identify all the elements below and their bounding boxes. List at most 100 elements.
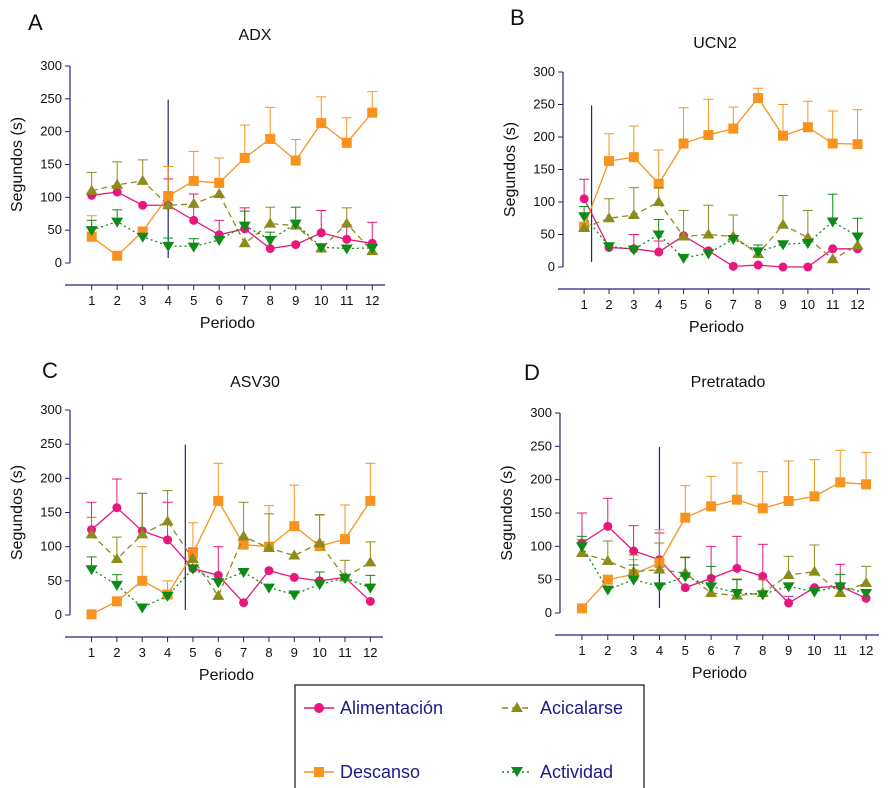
x-tick-label-d: 5 bbox=[682, 643, 689, 658]
point-actividad-a bbox=[238, 221, 251, 232]
chart-title-b: UCN2 bbox=[693, 35, 737, 52]
point-acicalarse-a bbox=[213, 188, 226, 199]
point-alimentacion-c bbox=[112, 503, 122, 513]
x-tick-label-d: 1 bbox=[578, 643, 585, 658]
y-tick-label-b: 250 bbox=[533, 97, 555, 112]
x-tick-label-d: 4 bbox=[656, 643, 663, 658]
legend-marker-alimentacion bbox=[314, 703, 324, 713]
series-line-descanso-c bbox=[91, 499, 371, 615]
y-tick-label-d: 150 bbox=[530, 505, 552, 520]
point-descanso-d bbox=[706, 501, 717, 512]
point-actividad-a bbox=[213, 236, 226, 247]
y-tick-label-c: 0 bbox=[55, 607, 62, 622]
point-descanso-a bbox=[265, 133, 276, 144]
point-acicalarse-c bbox=[212, 589, 225, 600]
point-alimentacion-b bbox=[728, 261, 738, 271]
point-acicalarse-c bbox=[237, 530, 250, 541]
y-tick-label-a: 200 bbox=[40, 124, 62, 139]
point-alimentacion-d bbox=[629, 546, 639, 556]
series-line-actividad-b bbox=[583, 215, 858, 259]
panel-letter-b: B bbox=[510, 5, 525, 30]
legend-label-actividad: Actividad bbox=[540, 762, 613, 782]
point-descanso-c bbox=[365, 495, 376, 506]
series-line-actividad-d bbox=[581, 546, 867, 595]
point-actividad-a bbox=[366, 243, 379, 254]
point-actividad-d bbox=[679, 572, 692, 583]
x-tick-label-c: 1 bbox=[88, 645, 95, 660]
y-tick-label-a: 0 bbox=[55, 255, 62, 270]
legend-marker-acicalarse bbox=[511, 702, 523, 712]
point-descanso-a bbox=[214, 177, 225, 188]
series-line-acicalarse-c bbox=[91, 520, 371, 598]
y-tick-label-d: 0 bbox=[545, 605, 552, 620]
point-descanso-b bbox=[653, 178, 664, 189]
point-alimentacion-c bbox=[264, 566, 274, 576]
point-acicalarse-b bbox=[578, 222, 591, 232]
y-tick-label-b: 300 bbox=[533, 64, 555, 79]
x-tick-label-c: 12 bbox=[363, 645, 377, 660]
point-actividad-a bbox=[340, 244, 353, 255]
point-alimentacion-b bbox=[654, 247, 664, 257]
point-acicalarse-d bbox=[782, 569, 795, 579]
x-tick-label-c: 6 bbox=[215, 645, 222, 660]
point-actividad-b bbox=[702, 249, 715, 260]
x-tick-label-c: 7 bbox=[240, 645, 247, 660]
point-actividad-d bbox=[730, 589, 743, 599]
x-tick-label-c: 9 bbox=[291, 645, 298, 660]
y-tick-label-b: 200 bbox=[533, 129, 555, 144]
point-acicalarse-c bbox=[110, 552, 123, 563]
legend-label-acicalarse: Acicalarse bbox=[540, 698, 623, 718]
y-tick-label-a: 100 bbox=[40, 189, 62, 204]
panel-letter-c: C bbox=[42, 358, 58, 383]
x-tick-label-a: 7 bbox=[241, 293, 248, 308]
y-axis-label-b: Segundos (s) bbox=[502, 122, 519, 217]
point-actividad-d bbox=[601, 585, 614, 596]
point-descanso-c bbox=[137, 575, 148, 586]
legend-box bbox=[294, 684, 645, 788]
x-tick-label-a: 1 bbox=[88, 293, 95, 308]
point-acicalarse-b bbox=[677, 230, 690, 241]
point-alimentacion-d bbox=[680, 583, 690, 593]
point-actividad-c bbox=[364, 583, 377, 594]
x-tick-label-a: 10 bbox=[314, 293, 328, 308]
point-alimentacion-b bbox=[803, 262, 813, 272]
point-descanso-d bbox=[576, 603, 587, 614]
x-axis-label-a: Periodo bbox=[200, 315, 255, 332]
point-actividad-a bbox=[315, 243, 328, 254]
x-tick-label-d: 11 bbox=[834, 643, 848, 658]
y-tick-label-c: 50 bbox=[48, 573, 62, 588]
x-tick-label-b: 2 bbox=[605, 297, 612, 312]
legend-item-acicalarse: Acicalarse bbox=[502, 698, 623, 718]
point-alimentacion-a bbox=[189, 215, 199, 225]
point-actividad-c bbox=[161, 591, 174, 602]
x-tick-label-c: 11 bbox=[338, 645, 352, 660]
point-actividad-c bbox=[237, 567, 250, 578]
x-axis-label-b: Periodo bbox=[689, 319, 744, 336]
point-alimentacion-d bbox=[784, 598, 794, 608]
y-tick-label-b: 50 bbox=[541, 227, 555, 242]
point-acicalarse-a bbox=[238, 237, 251, 248]
point-actividad-c bbox=[136, 603, 149, 614]
point-descanso-a bbox=[290, 155, 301, 166]
point-descanso-b bbox=[753, 93, 764, 103]
point-acicalarse-a bbox=[85, 184, 98, 195]
point-actividad-b bbox=[677, 253, 690, 264]
x-tick-label-c: 3 bbox=[139, 645, 146, 660]
point-actividad-d bbox=[860, 589, 873, 599]
point-descanso-c bbox=[111, 596, 122, 607]
point-alimentacion-c bbox=[213, 570, 223, 580]
point-actividad-b bbox=[652, 230, 665, 241]
point-acicalarse-c bbox=[288, 549, 301, 560]
y-axis-label-a: Segundos (s) bbox=[9, 117, 26, 212]
x-tick-label-b: 1 bbox=[581, 297, 588, 312]
point-descanso-c bbox=[213, 495, 224, 506]
series-line-descanso-a bbox=[91, 112, 373, 257]
point-descanso-b bbox=[703, 130, 714, 141]
point-acicalarse-c bbox=[262, 542, 275, 553]
chart-title-d: Pretratado bbox=[691, 374, 766, 391]
point-actividad-d bbox=[756, 590, 769, 601]
x-tick-label-a: 8 bbox=[267, 293, 274, 308]
point-acicalarse-a bbox=[264, 217, 277, 228]
point-descanso-c bbox=[339, 534, 350, 545]
